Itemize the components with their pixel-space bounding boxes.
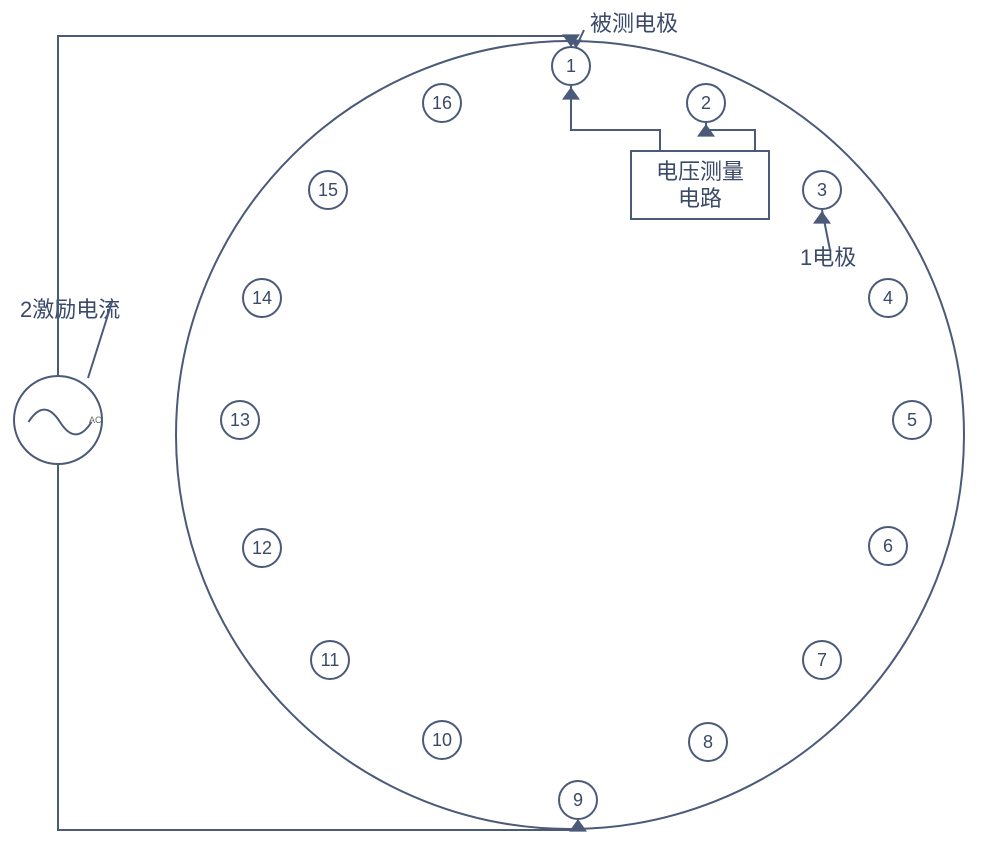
electrode-label: 1 <box>566 56 576 77</box>
electrode-1: 1 <box>551 46 591 86</box>
electrode-2: 2 <box>686 83 726 123</box>
electrode-label: 4 <box>883 288 893 309</box>
electrode-label: 5 <box>907 410 917 431</box>
electrode-4: 4 <box>868 278 908 318</box>
electrode-16: 16 <box>422 83 462 123</box>
electrode-6: 6 <box>868 526 908 566</box>
voltage-measurement-box: 电压测量电路 <box>630 150 770 220</box>
electrode-label: 8 <box>703 732 713 753</box>
electrode-8: 8 <box>688 722 728 762</box>
electrode-label: 7 <box>817 650 827 671</box>
measured-electrode-label: 被测电极 <box>590 6 678 38</box>
electrode-label: 12 <box>252 538 272 559</box>
electrode-14: 14 <box>242 278 282 318</box>
electrode-label: 6 <box>883 536 893 557</box>
electrode-3: 3 <box>802 170 842 210</box>
ac-source-label: AC <box>89 415 102 425</box>
electrode-annot-label: 1电极 <box>800 240 856 272</box>
electrode-7: 7 <box>802 640 842 680</box>
meas-box-line1: 电压测量 <box>656 158 744 186</box>
electrode-label: 10 <box>432 730 452 751</box>
meas-box-line2: 电路 <box>656 185 744 213</box>
excitation-current-label: 2激励电流 <box>20 292 120 324</box>
electrode-5: 5 <box>892 400 932 440</box>
electrode-label: 3 <box>817 180 827 201</box>
electrode-label: 16 <box>432 93 452 114</box>
electrode-label: 11 <box>321 650 340 671</box>
electrode-13: 13 <box>220 400 260 440</box>
electrode-15: 15 <box>308 170 348 210</box>
electrode-label: 9 <box>573 790 583 811</box>
electrode-label: 13 <box>230 410 250 431</box>
main-circle <box>175 40 965 830</box>
electrode-11: 11 <box>310 640 350 680</box>
diagram-stage: 12345678910111213141516电压测量电路被测电极1电极2激励电… <box>0 0 1000 851</box>
electrode-9: 9 <box>558 780 598 820</box>
electrode-label: 14 <box>252 288 272 309</box>
electrode-10: 10 <box>422 720 462 760</box>
electrode-12: 12 <box>242 528 282 568</box>
electrode-label: 15 <box>318 180 338 201</box>
electrode-label: 2 <box>701 93 711 114</box>
